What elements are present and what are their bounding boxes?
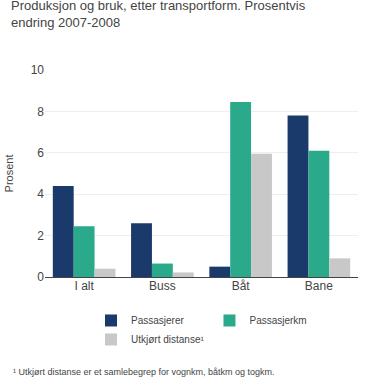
- svg-text:0: 0: [37, 270, 44, 284]
- svg-text:I alt: I alt: [74, 279, 94, 293]
- svg-text:Passasjerer: Passasjerer: [131, 315, 184, 326]
- svg-text:6: 6: [37, 146, 44, 160]
- svg-text:Passasjerkm: Passasjerkm: [249, 315, 306, 326]
- svg-text:Prosent: Prosent: [3, 155, 15, 193]
- svg-text:2: 2: [37, 229, 44, 243]
- svg-text:8: 8: [37, 105, 44, 119]
- svg-text:10: 10: [31, 63, 45, 77]
- svg-text:¹ Utkjørt distanse er et samle: ¹ Utkjørt distanse er et samlebegrep for…: [13, 367, 275, 377]
- svg-text:Utkjørt distanse¹: Utkjørt distanse¹: [131, 334, 204, 345]
- svg-text:Bane: Bane: [305, 279, 333, 293]
- svg-text:4: 4: [37, 187, 44, 201]
- svg-text:Produksjon og bruk, etter tran: Produksjon og bruk, etter transportform.…: [11, 0, 306, 30]
- svg-text:Båt: Båt: [232, 279, 251, 293]
- svg-text:Buss: Buss: [149, 279, 176, 293]
